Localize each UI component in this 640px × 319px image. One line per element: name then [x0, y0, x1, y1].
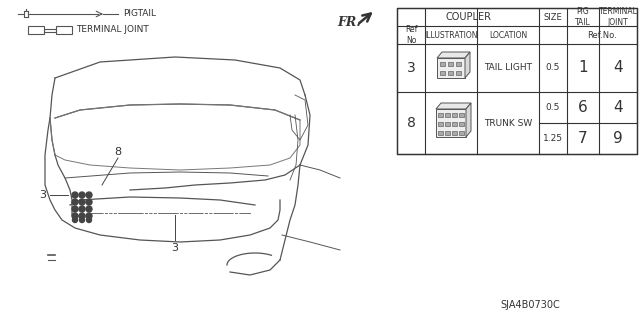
Circle shape [79, 199, 85, 205]
Bar [445, 122, 449, 126]
Text: 0.5: 0.5 [546, 63, 560, 72]
Bar [458, 131, 463, 135]
Text: Ref.No.: Ref.No. [587, 31, 617, 40]
Polygon shape [437, 52, 470, 58]
Bar [458, 113, 463, 117]
Bar [447, 62, 452, 66]
Bar [437, 58, 465, 78]
Polygon shape [436, 103, 471, 109]
Text: TRUNK SW: TRUNK SW [484, 118, 532, 128]
Text: FR.: FR. [337, 16, 360, 28]
Text: PIGTAIL: PIGTAIL [123, 10, 156, 19]
Circle shape [72, 192, 78, 198]
Text: TERMINAL JOINT: TERMINAL JOINT [76, 26, 148, 34]
Circle shape [72, 213, 78, 219]
Text: 1: 1 [578, 61, 588, 76]
Circle shape [79, 213, 85, 219]
Bar [445, 131, 449, 135]
Bar [440, 62, 445, 66]
Text: 1.25: 1.25 [543, 134, 563, 143]
Bar [451, 113, 456, 117]
Text: 8: 8 [115, 147, 122, 157]
Circle shape [72, 206, 78, 212]
Bar [458, 122, 463, 126]
Bar [456, 71, 461, 75]
Text: ILLUSTRATION: ILLUSTRATION [424, 31, 477, 40]
Circle shape [86, 213, 92, 219]
Text: 3: 3 [406, 61, 415, 75]
Bar [28, 26, 44, 34]
Text: 4: 4 [613, 100, 623, 115]
Circle shape [86, 199, 92, 205]
Text: 3: 3 [40, 190, 47, 200]
Text: Ref
No: Ref No [405, 25, 417, 45]
Bar [451, 131, 456, 135]
Text: 8: 8 [406, 116, 415, 130]
Bar [438, 131, 442, 135]
Bar [456, 62, 461, 66]
Text: SJA4B0730C: SJA4B0730C [500, 300, 560, 310]
Polygon shape [465, 52, 470, 78]
Bar [447, 71, 452, 75]
Text: 6: 6 [578, 100, 588, 115]
Circle shape [72, 218, 77, 222]
Text: COUPLER: COUPLER [445, 12, 491, 22]
Circle shape [86, 192, 92, 198]
Text: 0.5: 0.5 [546, 103, 560, 112]
Text: PIG
TAIL: PIG TAIL [575, 7, 591, 27]
Polygon shape [466, 103, 471, 137]
Bar [438, 113, 442, 117]
Bar [436, 109, 466, 137]
Circle shape [79, 192, 85, 198]
Circle shape [86, 206, 92, 212]
Text: 4: 4 [613, 61, 623, 76]
Text: 9: 9 [613, 131, 623, 146]
Text: TERMINAL
JOINT: TERMINAL JOINT [598, 7, 637, 27]
Bar [451, 122, 456, 126]
Bar [44, 28, 56, 32]
Circle shape [72, 199, 78, 205]
Text: LOCATION: LOCATION [489, 31, 527, 40]
Bar [438, 122, 442, 126]
Bar [445, 113, 449, 117]
Text: 7: 7 [578, 131, 588, 146]
Circle shape [79, 206, 85, 212]
Bar [56, 26, 72, 34]
Text: 3: 3 [172, 243, 179, 253]
Circle shape [79, 218, 84, 222]
Text: TAIL LIGHT: TAIL LIGHT [484, 63, 532, 72]
Text: SIZE: SIZE [543, 12, 563, 21]
Bar [440, 71, 445, 75]
Circle shape [86, 218, 92, 222]
Bar [397, 8, 637, 154]
